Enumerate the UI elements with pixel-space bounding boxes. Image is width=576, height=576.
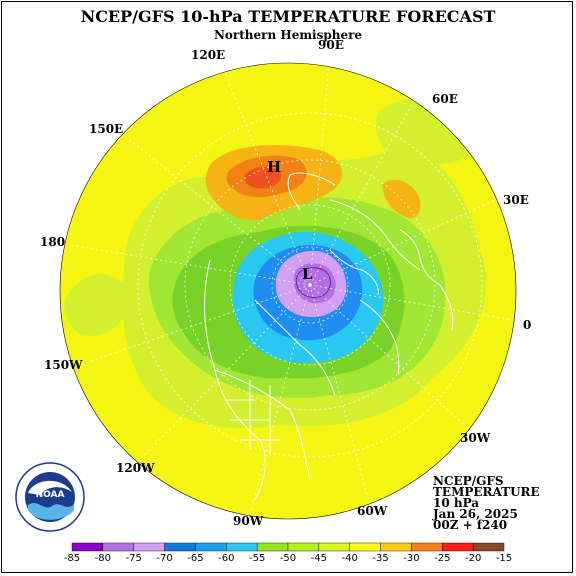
high-marker: H: [267, 158, 282, 176]
longitude-label-90w: 90W: [233, 514, 264, 528]
longitude-label-120e: 120E: [191, 48, 226, 62]
chart-subtitle: Northern Hemisphere: [213, 28, 363, 42]
info-model: NCEP/GFS: [433, 474, 504, 488]
info-level: 10 hPa: [433, 496, 480, 510]
low-marker: L: [302, 265, 313, 283]
temperature-field-purple: [293, 263, 336, 304]
longitude-label-150w: 150W: [44, 358, 83, 372]
temperature-field-red-orange: [245, 166, 282, 189]
meridians: [69, 63, 513, 516]
longitude-label-0: 0: [523, 318, 532, 332]
info-forecast-hour: 00Z + f240: [433, 518, 508, 532]
longitude-label-30w: 30W: [460, 431, 491, 445]
map-boundary: [59, 62, 517, 520]
chart-title: NCEP/GFS 10-hPa TEMPERATURE FORECAST: [80, 7, 496, 26]
vortex-contours: [295, 267, 331, 299]
longitude-label-150e: 150E: [89, 122, 124, 136]
longitude-label-120w: 120W: [116, 461, 155, 475]
info-variable: TEMPERATURE: [433, 485, 540, 499]
temperature-field-yellow-green-west: [64, 273, 130, 336]
longitude-label-60e: 60E: [432, 92, 458, 106]
coastlines: [204, 172, 454, 501]
longitude-label-30e: 30E: [503, 193, 529, 207]
longitude-label-90e: 90E: [318, 38, 344, 52]
info-block: NCEP/GFS TEMPERATURE 10 hPa Jan 26, 2025…: [433, 474, 540, 532]
longitude-label-60w: 60W: [357, 504, 388, 518]
longitude-label-180: 180: [40, 235, 66, 249]
info-date: Jan 26, 2025: [433, 507, 518, 521]
latitude-circles: [137, 112, 483, 458]
temperature-field-yellow-green-arm: [376, 97, 478, 164]
